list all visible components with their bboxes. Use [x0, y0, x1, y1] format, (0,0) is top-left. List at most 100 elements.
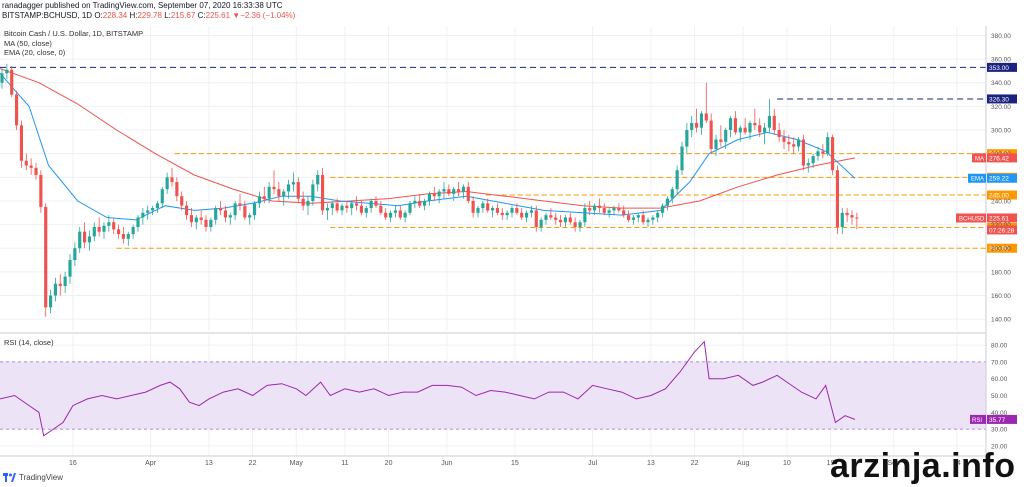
- x-tick-label: Jun: [441, 460, 452, 467]
- tradingview-logo-text: TradingView: [19, 473, 64, 482]
- candle-body: [753, 122, 757, 126]
- candle-body: [180, 196, 184, 206]
- rsi-tick-label: 40.00: [991, 410, 1008, 417]
- x-tick-label: 15: [511, 460, 519, 467]
- candle-body: [316, 174, 320, 185]
- candle-body: [762, 127, 767, 133]
- candle-body: [442, 189, 446, 192]
- candle-body: [816, 151, 820, 157]
- x-tick-label: 13: [647, 460, 655, 467]
- candle-body: [622, 210, 626, 216]
- x-tick-label: 20: [385, 460, 393, 467]
- candle-body: [452, 189, 456, 194]
- publisher-line: ranadagger published on TradingView.com,…: [2, 1, 283, 10]
- candle-body: [466, 186, 470, 201]
- ma-legend: MA (50, close): [4, 39, 52, 48]
- candle-body: [500, 212, 504, 216]
- candle-body: [184, 205, 189, 216]
- rsi-badge-value: 35.77: [989, 417, 1006, 424]
- watermark: arzinja.info: [830, 447, 1016, 485]
- price-badge-value: 276.42: [989, 155, 1009, 162]
- candle-body: [719, 139, 723, 142]
- rsi-tick-label: 60.00: [991, 376, 1008, 383]
- candle-body: [796, 139, 801, 147]
- candle-body: [675, 170, 679, 190]
- x-tick-label: 22: [249, 460, 257, 467]
- candle-body: [709, 120, 713, 149]
- price-tick-label: 140.00: [991, 317, 1011, 324]
- ohlc-open: 228.34: [102, 11, 128, 20]
- candle-body: [733, 118, 738, 133]
- candle-body: [850, 215, 854, 218]
- x-tick-label: Aug: [737, 460, 750, 467]
- candle-body: [418, 200, 422, 206]
- candle-body: [146, 210, 150, 213]
- rsi-badge-tag: [970, 414, 986, 424]
- ohlc-close: 225.61: [205, 11, 231, 20]
- symbol-line: BITSTAMP:BCHUSD, 1D O:228.34 H:229.78 L:…: [2, 11, 295, 21]
- candle-body: [413, 200, 417, 204]
- candle-body: [0, 73, 4, 83]
- candle-body: [568, 217, 572, 223]
- candle-body: [14, 94, 19, 126]
- candle-body: [427, 193, 432, 201]
- rsi-line: [0, 340, 856, 437]
- candle-body: [243, 205, 247, 218]
- candle-body: [102, 225, 106, 232]
- candle-body: [690, 122, 694, 131]
- symbol: BITSTAMP:BCHUSD, 1D: [2, 11, 93, 20]
- candle-body: [617, 208, 621, 211]
- candle-body: [403, 212, 407, 218]
- candle-body: [252, 203, 257, 216]
- candle-body: [835, 170, 840, 227]
- candle-body: [845, 212, 849, 216]
- rsi-badge-value-box: [987, 414, 1017, 424]
- candle-body: [233, 203, 237, 216]
- candle-body: [44, 206, 48, 308]
- candle-body: [631, 217, 636, 220]
- candle-body: [272, 186, 276, 190]
- level-label: 245.00: [989, 193, 1009, 200]
- candle-body: [141, 212, 145, 218]
- candle-body: [320, 174, 325, 211]
- candle-body: [602, 208, 606, 213]
- candle-body: [68, 260, 72, 277]
- candle-body: [612, 208, 616, 211]
- price-tick-label: 160.00: [991, 293, 1011, 300]
- candle-body: [107, 222, 111, 226]
- tradingview-logo[interactable]: TradingView: [3, 473, 63, 482]
- candle-body: [748, 122, 752, 133]
- price-badges: RSI 35.77 MA 276.42 EMA 259.22 BCHUSD 225.61 07:…: [956, 153, 1017, 424]
- candle-body: [204, 219, 208, 227]
- candle-body: [490, 208, 495, 211]
- candle-body: [685, 130, 689, 147]
- candle-body: [626, 215, 631, 220]
- price-tick-label: 300.00: [991, 128, 1011, 135]
- candle-body: [539, 219, 543, 227]
- candle-body: [296, 182, 300, 199]
- tradingview-logo-icon: [3, 473, 16, 482]
- x-tick-label: 13: [205, 460, 213, 467]
- candle-body: [422, 200, 427, 206]
- candle-body: [461, 186, 466, 192]
- candle-body: [481, 203, 485, 209]
- ohlc-low-label: L:: [164, 11, 171, 20]
- candle-body: [189, 215, 194, 223]
- candle-body: [641, 215, 645, 223]
- candle-body: [563, 217, 568, 223]
- candle-body: [5, 69, 9, 74]
- candle-body: [704, 113, 708, 121]
- ema-legend: EMA (20, close, 0): [4, 48, 66, 57]
- candle-body: [388, 212, 393, 218]
- candle-body: [359, 205, 364, 213]
- candle-body: [63, 276, 67, 287]
- rsi-pane-title: RSI (14, close): [4, 338, 54, 347]
- candle-body: [782, 137, 786, 142]
- x-tick-label: Apr: [145, 460, 157, 467]
- rsi-tick-label: 80.00: [991, 343, 1008, 350]
- candle-body: [354, 203, 359, 206]
- rsi-tick-label: 70.00: [991, 359, 1008, 366]
- price-badge-value-box: [987, 213, 1017, 223]
- candle-body: [262, 196, 266, 199]
- price-badge-tag: [956, 213, 986, 223]
